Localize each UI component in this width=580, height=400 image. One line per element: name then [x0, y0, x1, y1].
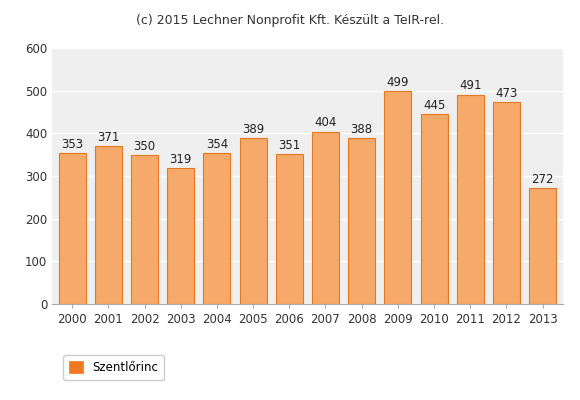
Text: 389: 389 [242, 123, 264, 136]
Text: 388: 388 [351, 123, 373, 136]
Text: 499: 499 [387, 76, 409, 89]
Text: 473: 473 [495, 87, 518, 100]
Bar [276, 154, 303, 304]
Text: 404: 404 [314, 116, 336, 130]
Bar [240, 138, 267, 304]
Text: 445: 445 [423, 99, 445, 112]
Text: 350: 350 [133, 140, 155, 152]
Bar [456, 94, 484, 304]
Bar [312, 132, 339, 304]
Bar [167, 168, 194, 304]
Text: 491: 491 [459, 79, 481, 92]
Bar [420, 114, 448, 304]
Text: 319: 319 [169, 153, 192, 166]
Bar [529, 188, 556, 304]
Text: 354: 354 [206, 138, 228, 151]
Bar [493, 102, 520, 304]
Bar [385, 91, 411, 304]
Bar [131, 155, 158, 304]
Legend: Szentlőrinc: Szentlőrinc [63, 355, 165, 380]
Text: 272: 272 [531, 173, 554, 186]
Bar [204, 153, 230, 304]
Text: 353: 353 [61, 138, 83, 151]
Bar [348, 138, 375, 304]
Text: (c) 2015 Lechner Nonprofit Kft. Készült a TeIR-rel.: (c) 2015 Lechner Nonprofit Kft. Készült … [136, 14, 444, 27]
Text: 371: 371 [97, 130, 119, 144]
Text: 351: 351 [278, 139, 300, 152]
Bar [95, 146, 122, 304]
Bar [59, 153, 86, 304]
